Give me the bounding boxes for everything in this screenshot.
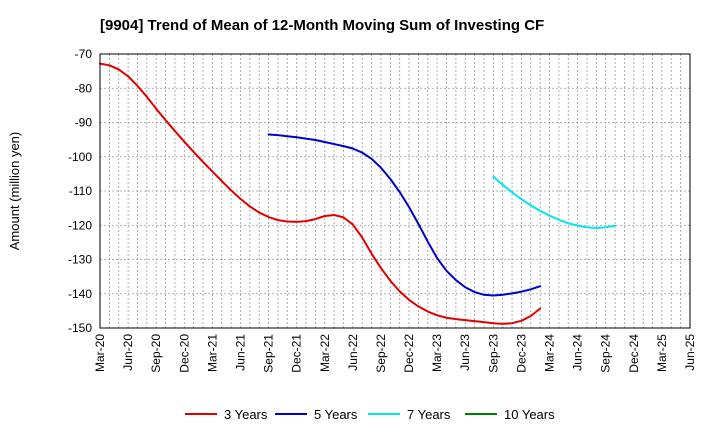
x-tick-label: Mar-23: [430, 334, 444, 372]
x-tick-label: Sep-20: [149, 334, 163, 373]
y-tick-label: -80: [75, 81, 93, 95]
x-tick-label: Sep-21: [262, 334, 276, 373]
x-tick-label: Dec-22: [402, 334, 416, 373]
x-tick-label: Mar-20: [93, 334, 107, 372]
legend-label: 5 Years: [314, 407, 358, 422]
x-tick-label: Jun-24: [571, 334, 585, 371]
x-tick-label: Jun-21: [233, 334, 247, 371]
plot-frame: [99, 53, 691, 329]
y-tick-labels: -70 -80 -90 -100 -110 -120 -130 -140 -150: [68, 47, 92, 335]
grid-layer: [100, 54, 690, 328]
legend-label: 10 Years: [504, 407, 555, 422]
x-tick-label: Jun-22: [346, 334, 360, 371]
x-tick-label: Sep-22: [374, 334, 388, 373]
y-tick-label: -110: [69, 184, 92, 198]
x-tick-label: Dec-21: [290, 334, 304, 373]
y-tick-label: -130: [68, 253, 92, 267]
legend: 3 Years 5 Years 7 Years 10 Years: [185, 407, 555, 422]
series-line-7-years: [492, 175, 617, 229]
y-axis-label: Amount (million yen): [7, 132, 22, 251]
chart-title: [9904] Trend of Mean of 12-Month Moving …: [100, 17, 544, 34]
x-tick-label: Mar-21: [205, 334, 219, 372]
x-tick-label: Jun-25: [683, 334, 697, 371]
x-tick-label: Mar-25: [655, 334, 669, 372]
y-tick-label: -100: [68, 150, 92, 164]
y-tick-label: -140: [68, 287, 92, 301]
legend-label: 7 Years: [407, 407, 451, 422]
y-tick-label: -70: [75, 47, 93, 61]
x-tick-label: Sep-24: [599, 334, 613, 373]
x-tick-label: Dec-20: [177, 334, 191, 373]
x-tick-label: Sep-23: [486, 334, 500, 373]
x-tick-label: Dec-24: [627, 334, 641, 373]
x-tick-label: Mar-22: [318, 334, 332, 372]
x-tick-label: Jun-20: [121, 334, 135, 371]
x-tick-label: Jun-23: [458, 334, 472, 371]
x-tick-label: Dec-23: [514, 334, 528, 373]
legend-label: 3 Years: [224, 407, 268, 422]
series-line-3-years: [99, 62, 542, 325]
x-tick-label: Mar-24: [543, 334, 557, 372]
y-tick-label: -120: [68, 218, 92, 232]
x-tick-labels: Mar-20 Jun-20 Sep-20 Dec-20 Mar-21 Jun-21 Sep-…: [93, 334, 697, 373]
y-tick-label: -150: [68, 321, 92, 335]
series-line-5-years: [267, 133, 542, 297]
series-layer: [99, 62, 617, 325]
y-tick-label: -90: [75, 116, 93, 130]
